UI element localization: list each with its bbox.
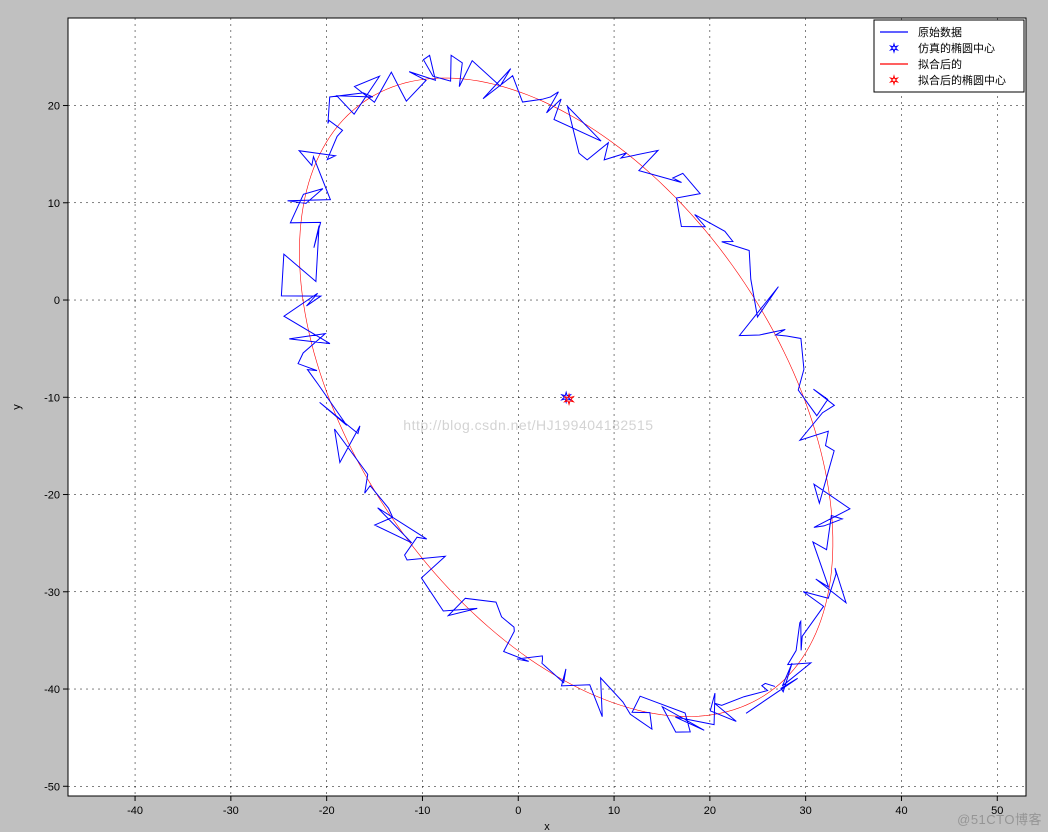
- svg-text:-40: -40: [127, 805, 143, 817]
- svg-text:40: 40: [895, 805, 907, 817]
- svg-text:原始数据: 原始数据: [918, 25, 962, 39]
- svg-text:0: 0: [54, 295, 60, 307]
- svg-text:-40: -40: [44, 684, 60, 696]
- svg-text:10: 10: [48, 198, 60, 210]
- svg-text:0: 0: [515, 805, 521, 817]
- figure: -40 -30 -20 -10 0 10 20 30 40 50 -50 -40 -30 -20 -10 0 1…: [0, 0, 1048, 832]
- svg-text:10: 10: [608, 805, 620, 817]
- svg-text:y: y: [11, 404, 23, 410]
- svg-text:-20: -20: [44, 490, 60, 502]
- svg-text:-10: -10: [415, 805, 431, 817]
- svg-text:50: 50: [991, 805, 1003, 817]
- svg-text:-10: -10: [44, 392, 60, 404]
- svg-text:仿真的椭圆中心: 仿真的椭圆中心: [918, 41, 995, 55]
- svg-text:x: x: [544, 821, 550, 832]
- svg-text:30: 30: [800, 805, 812, 817]
- plot-svg: -40 -30 -20 -10 0 10 20 30 40 50 -50 -40 -30 -20 -10 0 1…: [0, 0, 1048, 832]
- legend: 原始数据仿真的椭圆中心拟合后的拟合后的椭圆中心: [874, 20, 1024, 92]
- svg-text:拟合后的椭圆中心: 拟合后的椭圆中心: [918, 73, 1006, 87]
- svg-text:拟合后的: 拟合后的: [918, 57, 962, 71]
- svg-text:-20: -20: [319, 805, 335, 817]
- svg-text:-30: -30: [44, 587, 60, 599]
- svg-text:20: 20: [48, 101, 60, 113]
- svg-text:-50: -50: [44, 781, 60, 793]
- svg-text:20: 20: [704, 805, 716, 817]
- svg-text:-30: -30: [223, 805, 239, 817]
